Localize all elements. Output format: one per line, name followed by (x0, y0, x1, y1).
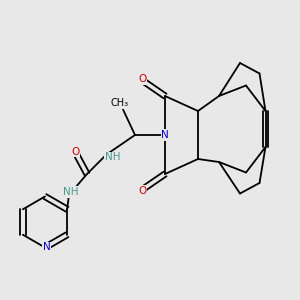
Text: O: O (71, 146, 79, 157)
Text: NH: NH (63, 187, 78, 197)
Text: NH: NH (105, 152, 120, 163)
Text: CH₃: CH₃ (111, 98, 129, 109)
Text: N: N (43, 242, 50, 253)
Text: N: N (161, 130, 169, 140)
Text: O: O (138, 185, 147, 196)
Text: O: O (138, 74, 147, 85)
